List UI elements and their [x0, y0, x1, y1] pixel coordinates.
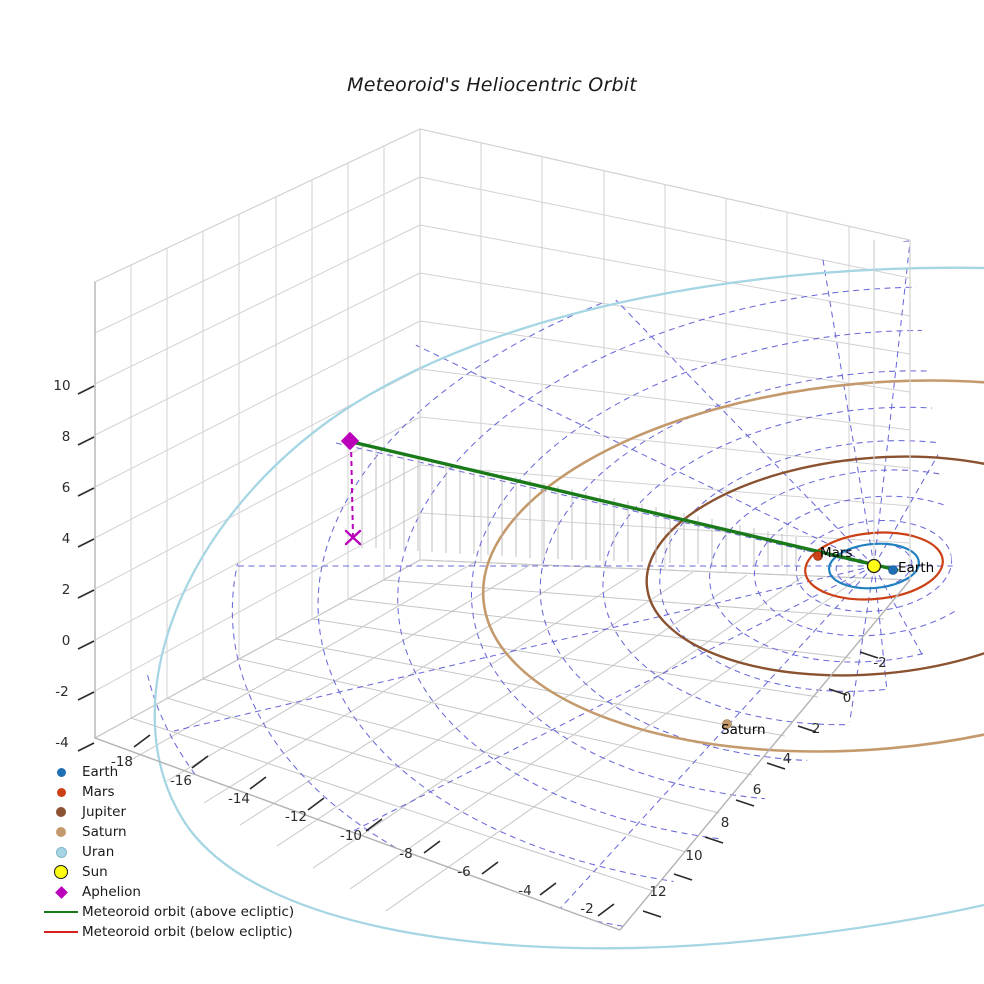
z-tick-label: -2: [55, 684, 68, 700]
z-tick-label: 8: [62, 429, 71, 445]
legend-label: Aphelion: [82, 884, 141, 900]
legend-item-orbit-below[interactable]: Meteoroid orbit (below ecliptic): [40, 922, 340, 942]
x-tick-label: -4: [518, 883, 531, 899]
z-tick-label: 10: [53, 378, 70, 394]
x-tick-label: -16: [170, 773, 192, 789]
aphelion-projection-x-marker: [344, 529, 362, 546]
y-axis-tick-labels: -2 0 2 4 6 8 10 12: [649, 655, 886, 900]
uranus-dot-icon: [40, 846, 82, 858]
mars-label: Mars: [820, 545, 853, 561]
saturn-point-marker: [722, 719, 732, 729]
earth-label: Earth: [898, 560, 934, 576]
y-tick-label: 6: [753, 782, 762, 798]
legend-label: Jupiter: [82, 804, 127, 820]
legend-item-aphelion[interactable]: Aphelion: [40, 882, 340, 902]
sun-dot-icon: [40, 865, 82, 879]
z-tick-label: 6: [62, 480, 71, 496]
x-tick-label: -10: [340, 828, 362, 844]
legend-item-sun[interactable]: Sun: [40, 862, 340, 882]
saturn-orbit-path: [481, 379, 984, 753]
orbit-above-line-icon: [40, 911, 82, 913]
aphelion-diamond-icon: [40, 885, 82, 899]
mars-point-marker: [813, 551, 823, 561]
x-tick-label: -18: [111, 754, 133, 770]
box-vertical-edges: [419, 129, 911, 580]
legend-item-jupiter[interactable]: Jupiter: [40, 802, 340, 822]
legend-label: Saturn: [82, 824, 127, 840]
x-tick-label: -8: [399, 846, 412, 862]
z-tick-label: 2: [62, 582, 71, 598]
legend-label: Mars: [82, 784, 115, 800]
saturn-dot-icon: [40, 827, 82, 837]
legend-label: Meteoroid orbit (below ecliptic): [82, 924, 293, 940]
orbit-below-line-icon: [40, 931, 82, 933]
z-axis-tick-labels: 10 8 6 4 2 0 -2 -4: [53, 378, 70, 751]
x-axis-spine: [94, 737, 621, 931]
legend-label: Uran: [82, 844, 115, 860]
legend-item-saturn[interactable]: Saturn: [40, 822, 340, 842]
legend-label: Sun: [82, 864, 108, 880]
earth-dot-icon: [40, 767, 82, 777]
z-tick-label: 0: [62, 633, 71, 649]
jupiter-orbit-path: [645, 455, 984, 677]
aphelion-dropline: [350, 442, 354, 538]
y-tick-label: 8: [721, 815, 730, 831]
x-tick-label: -6: [457, 864, 470, 880]
legend-item-mars[interactable]: Mars: [40, 782, 340, 802]
y-tick-label: 12: [649, 884, 666, 900]
legend-item-uranus[interactable]: Uran: [40, 842, 340, 862]
earth-point-marker: [888, 565, 898, 575]
y-tick-label: -2: [873, 655, 886, 671]
y-tick-label: 4: [783, 751, 792, 767]
back-wall-pane: [419, 128, 911, 581]
mars-dot-icon: [40, 787, 82, 797]
x-tick-label: -2: [580, 901, 593, 917]
aphelion-diamond-marker: [340, 431, 360, 451]
x-axis-tick-labels: -18 -16 -14 -12 -10 -8 -6 -4 -2: [111, 754, 594, 917]
legend-item-orbit-above[interactable]: Meteoroid orbit (above ecliptic): [40, 902, 340, 922]
legend-label: Earth: [82, 764, 119, 780]
mars-orbit-path: [804, 531, 944, 601]
z-tick-label: -4: [55, 735, 68, 751]
y-tick-label: 2: [812, 721, 821, 737]
legend-item-earth[interactable]: Earth: [40, 762, 340, 782]
y-tick-label: 10: [685, 848, 702, 864]
y-tick-label: 0: [843, 690, 852, 706]
earth-orbit-path: [828, 542, 920, 590]
y-axis-spine: [619, 579, 911, 931]
orbit-droplines: [361, 444, 797, 567]
z-axis-ticks: [77, 385, 95, 752]
x-axis-ticks: [133, 734, 615, 917]
page-title: Meteoroid's Heliocentric Orbit: [347, 74, 637, 96]
sun-marker: [866, 558, 882, 574]
x-tick-label: -14: [228, 791, 250, 807]
jupiter-dot-icon: [40, 807, 82, 817]
meteoroid-orbit-above-ecliptic: [350, 440, 899, 572]
z-tick-label: 4: [62, 531, 71, 547]
uranus-orbit-path: [153, 266, 984, 950]
x-tick-label: -12: [285, 809, 307, 825]
saturn-label: Saturn: [721, 722, 766, 738]
legend: Earth Mars Jupiter Saturn Uran Sun Aphel…: [40, 762, 340, 942]
legend-label: Meteoroid orbit (above ecliptic): [82, 904, 295, 920]
y-axis-ticks: [642, 651, 879, 918]
